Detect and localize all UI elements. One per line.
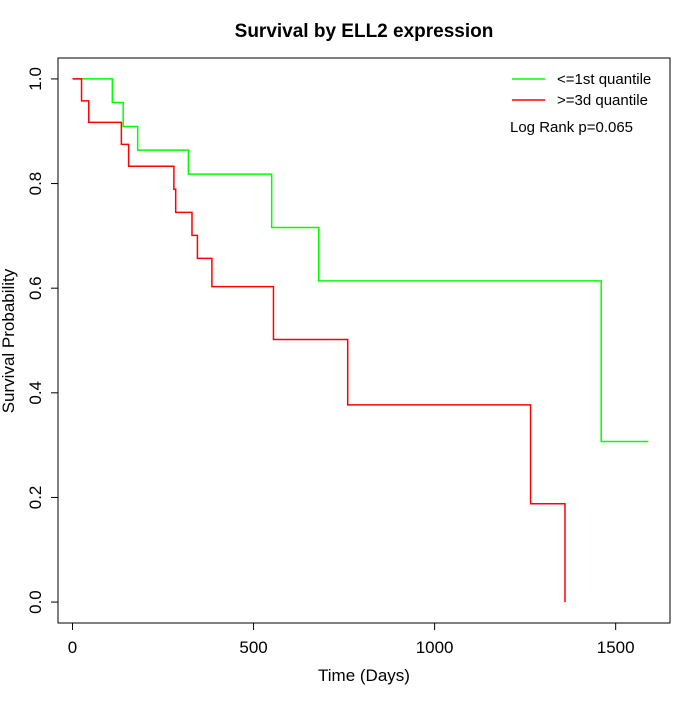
series-layer [72, 78, 649, 603]
legend-label-2: >=3d quantile [557, 92, 648, 109]
x-axis: 0 500 1000 1500 [68, 622, 635, 657]
x-tick-label: 500 [239, 638, 267, 657]
x-tick-label: 0 [68, 638, 77, 657]
legend: <=1st quantile >=3d quantile [512, 71, 651, 109]
x-tick-label: 1500 [597, 638, 635, 657]
log-rank-annotation: Log Rank p=0.065 [510, 119, 633, 136]
series-line-2 [72, 78, 566, 603]
y-axis: 0.0 0.2 0.4 0.6 0.8 1.0 [26, 67, 59, 614]
y-tick-label: 0.8 [26, 172, 45, 196]
legend-label-1: <=1st quantile [557, 71, 651, 88]
y-tick-label: 0.2 [26, 486, 45, 510]
x-axis-label: Time (Days) [318, 666, 410, 685]
series-line-1 [72, 78, 649, 443]
chart-title: Survival by ELL2 expression [235, 21, 494, 42]
y-axis-label: Survival Probability [0, 268, 18, 413]
y-tick-label: 1.0 [26, 67, 45, 91]
y-tick-label: 0.4 [26, 381, 45, 405]
y-tick-label: 0.0 [26, 590, 45, 614]
x-tick-label: 1000 [416, 638, 454, 657]
y-tick-label: 0.6 [26, 276, 45, 300]
